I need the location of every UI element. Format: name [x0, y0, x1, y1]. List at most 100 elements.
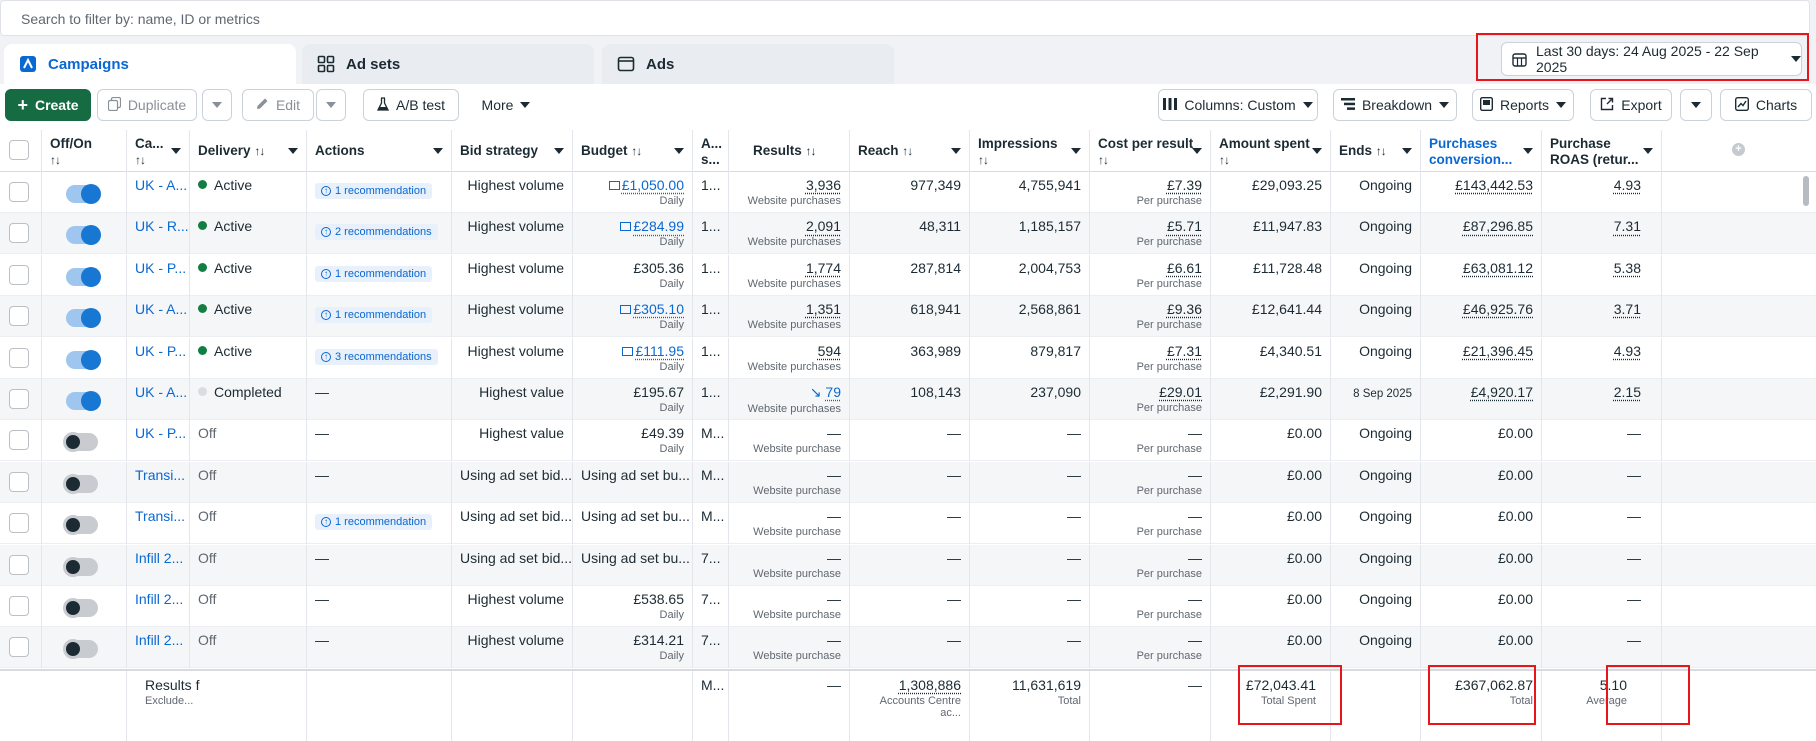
- row-checkbox[interactable]: [9, 182, 29, 202]
- purchases-conversion-value[interactable]: £21,396.45: [1462, 342, 1533, 359]
- results-value[interactable]: 2,091: [805, 218, 841, 235]
- recommendation-badge[interactable]: ↑ 3 recommendations: [315, 348, 438, 365]
- tab-ads[interactable]: Ads: [602, 44, 894, 84]
- campaign-name-link[interactable]: UK - P...: [135, 425, 187, 442]
- purchases-conversion-value[interactable]: £87,296.85: [1462, 218, 1533, 235]
- breakdown-button[interactable]: Breakdown: [1333, 89, 1457, 121]
- col-ends[interactable]: Ends ↑↓: [1331, 130, 1421, 172]
- totals-reach-value[interactable]: 1,308,886: [898, 677, 961, 693]
- budget-value[interactable]: £305.10: [633, 301, 684, 318]
- campaign-name-link[interactable]: UK - A...: [135, 301, 188, 318]
- reports-button[interactable]: Reports: [1472, 89, 1574, 121]
- cost-per-result-value[interactable]: £5.71: [1166, 218, 1202, 235]
- purchases-conversion-value[interactable]: £46,925.76: [1462, 301, 1533, 318]
- on-off-toggle[interactable]: [66, 266, 101, 287]
- columns-button[interactable]: Columns: Custom: [1158, 89, 1318, 121]
- row-checkbox[interactable]: [9, 264, 29, 285]
- on-off-toggle[interactable]: [66, 349, 101, 370]
- on-off-toggle[interactable]: [63, 598, 98, 618]
- on-off-toggle[interactable]: [63, 515, 98, 536]
- row-checkbox[interactable]: [9, 596, 29, 616]
- campaign-name-link[interactable]: Infill 2...: [135, 549, 184, 566]
- campaign-name-link[interactable]: UK - A...: [135, 177, 188, 193]
- col-attribution[interactable]: A... s...: [693, 130, 729, 172]
- ab-test-button[interactable]: A/B test: [363, 89, 459, 121]
- search-input[interactable]: Search to filter by: name, ID or metrics: [0, 0, 1810, 36]
- col-delivery[interactable]: Delivery ↑↓: [190, 130, 307, 172]
- purchases-conversion-value[interactable]: £4,920.17: [1470, 384, 1533, 400]
- more-button[interactable]: More: [467, 89, 545, 121]
- campaign-name-link[interactable]: Infill 2...: [135, 632, 184, 649]
- campaign-name-link[interactable]: UK - P...: [135, 259, 187, 276]
- col-purchase-roas[interactable]: Purchase ROAS (retur...: [1542, 130, 1662, 172]
- on-off-toggle[interactable]: [63, 473, 98, 494]
- create-button[interactable]: + Create: [5, 89, 91, 121]
- on-off-toggle[interactable]: [66, 225, 101, 246]
- col-reach[interactable]: Reach ↑↓: [850, 130, 970, 172]
- results-value[interactable]: 594: [817, 342, 841, 359]
- col-actions[interactable]: Actions: [307, 130, 452, 172]
- recommendation-badge[interactable]: ↑ 2 recommendations: [315, 224, 438, 241]
- cost-per-result-value[interactable]: £7.39: [1166, 177, 1202, 193]
- results-value[interactable]: 3,936: [805, 177, 841, 193]
- row-checkbox[interactable]: [9, 513, 29, 534]
- row-checkbox[interactable]: [9, 347, 29, 368]
- purchase-roas-value[interactable]: 2.15: [1613, 384, 1641, 400]
- duplicate-button[interactable]: Duplicate: [97, 89, 197, 121]
- cost-per-result-value[interactable]: £29.01: [1159, 384, 1202, 400]
- on-off-toggle[interactable]: [63, 556, 98, 577]
- col-add[interactable]: +: [1662, 130, 1816, 172]
- date-range-picker[interactable]: Last 30 days: 24 Aug 2025 - 22 Sep 2025: [1501, 42, 1802, 76]
- tab-ad-sets[interactable]: Ad sets: [302, 44, 594, 84]
- row-checkbox[interactable]: [9, 471, 29, 492]
- purchases-conversion-value[interactable]: £63,081.12: [1462, 259, 1533, 276]
- campaign-name-link[interactable]: Transi...: [135, 508, 186, 525]
- row-checkbox[interactable]: [9, 306, 29, 327]
- export-dropdown[interactable]: [1680, 89, 1712, 121]
- cost-per-result-value[interactable]: £7.31: [1166, 342, 1202, 359]
- row-checkbox[interactable]: [9, 430, 29, 451]
- on-off-toggle[interactable]: [66, 308, 101, 329]
- campaign-name-link[interactable]: UK - R...: [135, 218, 189, 235]
- row-checkbox[interactable]: [9, 389, 29, 409]
- purchase-roas-value[interactable]: 4.93: [1613, 342, 1641, 359]
- row-checkbox[interactable]: [9, 637, 29, 658]
- campaign-name-link[interactable]: UK - A...: [135, 384, 188, 400]
- results-value[interactable]: 1,351: [805, 301, 841, 318]
- campaign-name-link[interactable]: Infill 2...: [135, 591, 184, 607]
- edit-dropdown[interactable]: [316, 89, 346, 121]
- results-value[interactable]: 79: [825, 384, 841, 400]
- purchase-roas-value[interactable]: 7.31: [1613, 218, 1641, 235]
- col-campaign[interactable]: Ca... ↑↓: [127, 130, 190, 172]
- select-all-checkbox[interactable]: [9, 140, 29, 160]
- purchase-roas-value[interactable]: 3.71: [1613, 301, 1641, 318]
- budget-value[interactable]: £284.99: [633, 218, 684, 235]
- col-results[interactable]: Results ↑↓: [729, 130, 850, 172]
- results-value[interactable]: 1,774: [805, 259, 841, 276]
- col-purchases-conversion[interactable]: Purchases conversion...: [1421, 130, 1542, 172]
- col-amount-spent[interactable]: Amount spent ↑↓: [1211, 130, 1331, 172]
- purchase-roas-value[interactable]: 5.38: [1613, 259, 1641, 276]
- col-impressions[interactable]: Impressions ↑↓: [970, 130, 1090, 172]
- cost-per-result-value[interactable]: £9.36: [1166, 301, 1202, 318]
- row-checkbox[interactable]: [9, 223, 29, 244]
- purchases-conversion-value[interactable]: £143,442.53: [1455, 177, 1533, 193]
- campaign-name-link[interactable]: UK - P...: [135, 342, 187, 359]
- budget-value[interactable]: £111.95: [635, 342, 684, 359]
- recommendation-badge[interactable]: ↑ 1 recommendation: [315, 183, 433, 199]
- row-checkbox[interactable]: [9, 554, 29, 575]
- on-off-toggle[interactable]: [63, 432, 98, 453]
- on-off-toggle[interactable]: [66, 391, 101, 411]
- vertical-scrollbar[interactable]: [1803, 176, 1809, 206]
- recommendation-badge[interactable]: ↑ 1 recommendation: [315, 307, 433, 324]
- recommendation-badge[interactable]: ↑ 1 recommendation: [315, 514, 433, 531]
- col-off-on[interactable]: Off/On ↑↓: [42, 130, 127, 172]
- recommendation-badge[interactable]: ↑ 1 recommendation: [315, 265, 433, 282]
- col-budget[interactable]: Budget ↑↓: [573, 130, 693, 172]
- edit-button[interactable]: Edit: [242, 89, 314, 121]
- on-off-toggle[interactable]: [66, 184, 101, 204]
- cost-per-result-value[interactable]: £6.61: [1166, 259, 1202, 276]
- col-cost-per-result[interactable]: Cost per result ↑↓: [1090, 130, 1211, 172]
- duplicate-dropdown[interactable]: [202, 89, 232, 121]
- charts-button[interactable]: Charts: [1720, 89, 1812, 121]
